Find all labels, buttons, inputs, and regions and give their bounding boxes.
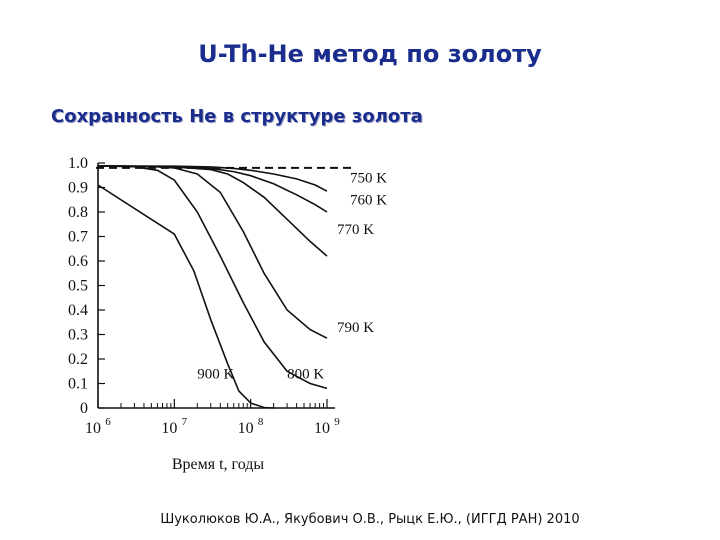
y-tick-label: 0.7 xyxy=(68,229,88,246)
x-tick-label: 10 xyxy=(161,420,177,437)
curve-label-760k: 760 K xyxy=(350,193,387,209)
y-tick-label: 0.3 xyxy=(68,327,88,344)
y-tick-label: 0.6 xyxy=(68,253,88,270)
chart-curve-labels: 750 K 760 K 770 K 790 K 800 K 900 K xyxy=(197,171,387,383)
x-tick-exponent: 8 xyxy=(258,416,264,428)
x-tick-exponent: 6 xyxy=(105,416,111,428)
y-tick-label: 0.1 xyxy=(68,376,88,393)
curve-label-800k: 800 K xyxy=(287,367,324,383)
y-tick-label: 0.9 xyxy=(68,180,88,197)
y-tick-label: 0.2 xyxy=(68,351,88,368)
x-axis-title: Время t, годы xyxy=(172,456,265,473)
y-tick-label: 1.0 xyxy=(68,155,88,172)
chart-subtitle: Сохранность He в структуре золота xyxy=(51,106,423,127)
x-tick-label: 10 xyxy=(238,420,254,437)
footer-citation: Шуколюков Ю.А., Якубович О.В., Рыцк Е.Ю.… xyxy=(160,512,580,527)
curve-750k xyxy=(97,165,328,192)
curve-label-770k: 770 K xyxy=(337,222,374,238)
y-tick-label: 0.4 xyxy=(68,302,88,319)
y-tick-label: 0 xyxy=(80,400,88,417)
curve-760k xyxy=(97,165,328,213)
x-tick-label: 10 xyxy=(85,420,101,437)
page-title: U-Th-He метод по золоту xyxy=(198,40,542,68)
chart-ticks: 0 0.1 0.2 0.3 0.4 0.5 0.6 0.7 0.8 0.9 1.0 10 6 10 7 10 8… xyxy=(68,155,340,437)
curve-800k xyxy=(97,165,328,390)
curve-label-790k: 790 K xyxy=(337,320,374,336)
curve-label-750k: 750 K xyxy=(350,171,387,187)
curve-label-900k: 900 K xyxy=(197,367,234,383)
curve-900k xyxy=(97,184,274,409)
x-tick-exponent: 7 xyxy=(182,416,188,428)
y-tick-label: 0.8 xyxy=(68,204,88,221)
chart-curves xyxy=(96,165,355,409)
y-tick-label: 0.5 xyxy=(68,278,88,295)
x-tick-label: 10 xyxy=(314,420,330,437)
curve-770k xyxy=(97,165,328,257)
curve-790k xyxy=(97,165,328,339)
x-tick-exponent: 9 xyxy=(334,416,340,428)
